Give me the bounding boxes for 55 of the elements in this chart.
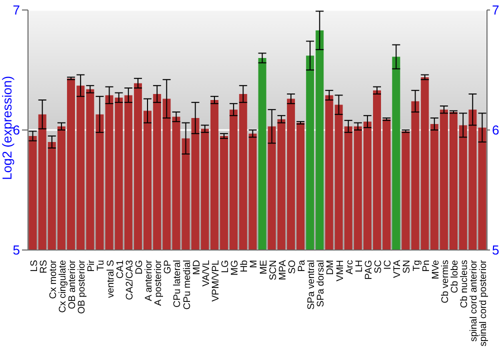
x-tick-label: DM bbox=[325, 260, 336, 275]
x-tick-label: Pir bbox=[86, 259, 98, 272]
x-tick-label: Hb bbox=[239, 260, 250, 272]
x-tick-label: M bbox=[248, 260, 260, 268]
y-tick-label: 6 bbox=[12, 122, 20, 138]
x-tick-label: PAG bbox=[363, 260, 374, 280]
x-tick-label: Cb lobe bbox=[450, 260, 461, 294]
x-tick-label: SC bbox=[373, 260, 384, 274]
x-tick-label: VTA bbox=[392, 259, 404, 278]
x-tick-label: ventral S bbox=[105, 260, 116, 298]
x-tick-label: LS bbox=[28, 260, 40, 272]
x-tick-label: CA2/CA3 bbox=[124, 260, 136, 300]
y-axis-title: Log2 (expression) bbox=[0, 76, 15, 180]
x-tick-label: OB posterior bbox=[76, 259, 88, 314]
x-tick-label: CPu lateral bbox=[172, 260, 184, 308]
x-tick-label: VPM/VPL bbox=[210, 259, 222, 302]
y-tick-label: 7 bbox=[12, 2, 20, 18]
x-tick-label: VA/VL bbox=[200, 259, 212, 286]
x-tick-label: CPu medial bbox=[182, 260, 193, 310]
x-tick-label: IC bbox=[382, 260, 394, 270]
x-tick-label: spinal cord anterior bbox=[468, 259, 480, 342]
x-tick-label: A posterior bbox=[153, 259, 164, 306]
x-tick-label: Cx cingulate bbox=[57, 260, 68, 313]
x-tick-label: A anterior bbox=[144, 259, 155, 302]
x-tick-label: Pn bbox=[420, 260, 432, 272]
x-tick-label: VMH bbox=[334, 260, 346, 282]
x-tick-label: SPa ventral bbox=[306, 260, 318, 310]
x-tick-label: OB anterior bbox=[67, 259, 78, 310]
x-tick-label: DG bbox=[134, 260, 145, 274]
x-tick-label: MPA bbox=[277, 259, 288, 280]
y2-tick-label: 7 bbox=[492, 2, 500, 18]
x-tick-label: MVe bbox=[430, 260, 442, 280]
x-tick-label: spinal cord posterior bbox=[478, 259, 490, 346]
x-tick-label: CA1 bbox=[114, 260, 126, 279]
x-tick-label: Tg bbox=[411, 260, 422, 272]
x-tick-label: Tu bbox=[96, 260, 107, 271]
y2-tick-label: 6 bbox=[492, 122, 500, 138]
x-tick-label: SO bbox=[286, 260, 298, 274]
x-tick-label: Arc bbox=[344, 260, 356, 274]
y2-tick-label: 5 bbox=[492, 242, 500, 258]
x-tick-label: LH bbox=[354, 260, 365, 272]
x-tick-label: SN bbox=[402, 260, 413, 274]
x-tick-label: ME bbox=[258, 260, 270, 274]
x-tick-label: MG bbox=[230, 260, 241, 276]
x-tick-label: Cb vermis bbox=[440, 260, 451, 304]
y-tick-label: 5 bbox=[12, 242, 20, 258]
x-tick-label: SPa dorsal bbox=[316, 260, 327, 307]
x-tick-label: GP bbox=[162, 260, 174, 274]
x-tick-label: RS bbox=[38, 260, 50, 274]
x-tick-label: MD bbox=[191, 260, 202, 275]
x-tick-label: Cb nucleus bbox=[459, 260, 470, 308]
x-tick-label: LG bbox=[220, 260, 232, 273]
x-tick-label: Pa bbox=[296, 259, 308, 272]
x-tick-label: Cx motor bbox=[48, 259, 59, 299]
x-tick-label: SCN bbox=[268, 260, 279, 280]
